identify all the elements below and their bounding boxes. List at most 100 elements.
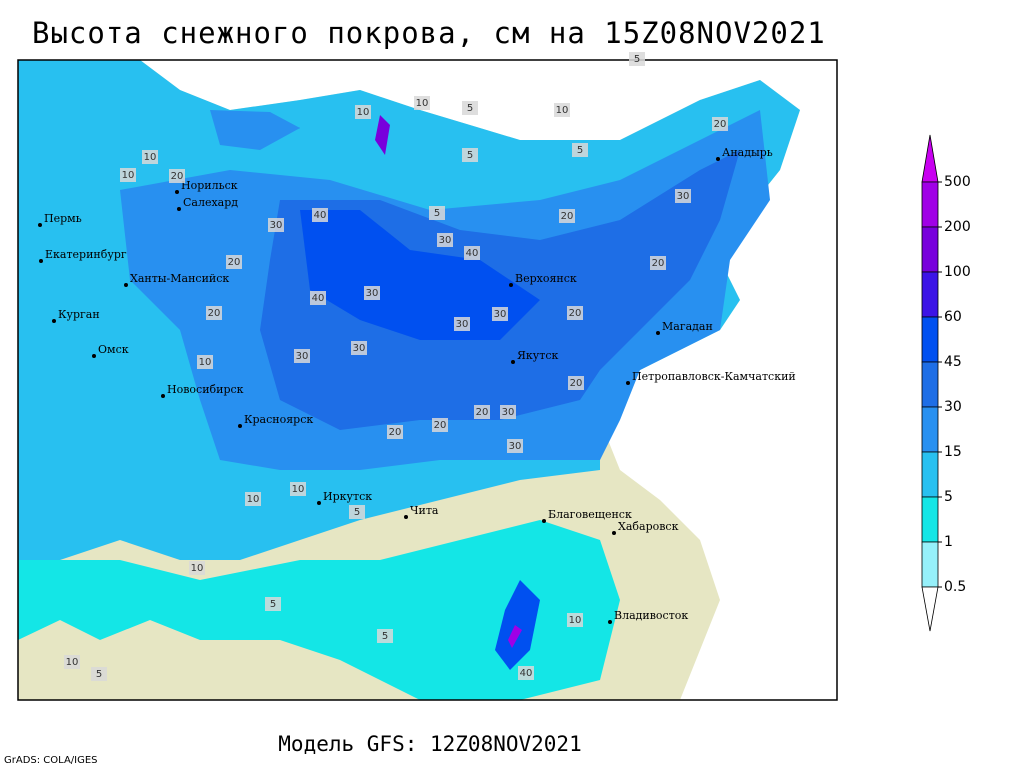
legend-label: 5	[944, 489, 953, 505]
contour-label-box	[572, 143, 588, 157]
contour-label-box	[310, 291, 326, 305]
legend-swatch	[921, 271, 939, 318]
contour-label: 10	[416, 98, 429, 109]
city-label: Иркутск	[323, 490, 372, 503]
city-dot	[626, 381, 630, 385]
contour-label-box	[294, 349, 310, 363]
legend-label: 1	[944, 534, 953, 550]
contour-label-box	[629, 52, 645, 66]
city-dot	[509, 283, 513, 287]
contour-label-box	[349, 505, 365, 519]
contour-label-box	[245, 492, 261, 506]
city-dot	[716, 157, 720, 161]
city-label: Новосибирск	[167, 383, 244, 396]
city-dot	[52, 319, 56, 323]
contour-label: 30	[509, 441, 522, 452]
city-dot	[542, 519, 546, 523]
contour-label-box	[507, 439, 523, 453]
contour-label-box	[492, 307, 508, 321]
city-dot	[161, 394, 165, 398]
snow-45	[300, 210, 540, 340]
credit: GrADS: COLA/IGES	[4, 755, 98, 766]
contour-label-box	[454, 317, 470, 331]
contour-label: 10	[357, 107, 370, 118]
city-label: Благовещенск	[548, 508, 632, 521]
contour-label-box	[437, 233, 453, 247]
city-dot	[317, 501, 321, 505]
contour-label: 5	[634, 54, 640, 65]
city-label: Петропавловск-Камчатский	[632, 370, 796, 383]
contour-label: 10	[569, 615, 582, 626]
contour-label-box	[675, 189, 691, 203]
city-dot	[92, 354, 96, 358]
contour-label: 10	[122, 170, 135, 181]
contour-label-box	[226, 255, 242, 269]
contour-label: 30	[366, 288, 379, 299]
contour-label: 30	[296, 351, 309, 362]
legend-swatch	[921, 361, 939, 408]
contour-label-box	[142, 150, 158, 164]
city-label: Пермь	[44, 212, 82, 225]
contour-label: 20	[561, 211, 574, 222]
legend-label: 200	[944, 219, 971, 235]
contour-label: 10	[144, 152, 157, 163]
contour-label-box	[312, 208, 328, 222]
contour-label-box	[554, 103, 570, 117]
legend-swatch	[921, 181, 939, 228]
contour-label-box	[414, 96, 430, 110]
contour-label: 20	[434, 420, 447, 431]
contour-label-box	[429, 206, 445, 220]
contour-label-box	[387, 425, 403, 439]
city-label: Салехард	[183, 196, 238, 209]
city-label: Анадырь	[722, 146, 773, 159]
contour-label: 30	[494, 309, 507, 320]
contour-label-box	[559, 209, 575, 223]
city-dot	[38, 223, 42, 227]
city-dot	[511, 360, 515, 364]
legend-swatch	[921, 134, 939, 183]
contour-label: 30	[439, 235, 452, 246]
city-label: Курган	[58, 308, 100, 321]
contour-label: 10	[556, 105, 569, 116]
city-dot	[39, 259, 43, 263]
contour-label: 10	[247, 494, 260, 505]
contour-label: 40	[312, 293, 325, 304]
contour-label-box	[462, 148, 478, 162]
contour-label: 10	[292, 484, 305, 495]
contour-label: 20	[714, 119, 727, 130]
legend-label: 30	[944, 399, 962, 415]
contour-label-box	[351, 341, 367, 355]
contour-label: 5	[382, 631, 388, 642]
legend-swatch	[921, 316, 939, 363]
footer: Модель GFS: 12Z08NOV2021	[278, 732, 581, 756]
contour-label: 5	[577, 145, 583, 156]
contour-label-box	[377, 629, 393, 643]
legend-label: 100	[944, 264, 971, 280]
contour-label-box	[189, 561, 205, 575]
contour-label-box	[206, 306, 222, 320]
city-label: Магадан	[662, 320, 713, 333]
novaya-zemlya	[210, 110, 300, 150]
contour-label: 20	[208, 308, 221, 319]
legend-swatch	[921, 541, 939, 588]
city-dot	[608, 620, 612, 624]
contour-label: 40	[520, 668, 533, 679]
contour-label-box	[464, 246, 480, 260]
legend-label: 500	[944, 174, 971, 190]
city-label: Екатеринбург	[45, 248, 127, 261]
snow-45-south	[495, 580, 540, 670]
legend-label: 60	[944, 309, 962, 325]
city-label: Хабаровск	[618, 520, 679, 533]
contour-label: 30	[502, 407, 515, 418]
map-frame	[17, 59, 838, 701]
contour-label: 30	[353, 343, 366, 354]
legend-label: 45	[944, 354, 962, 370]
legend-swatch	[921, 496, 939, 543]
contour-label: 20	[389, 427, 402, 438]
contour-label: 10	[199, 357, 212, 368]
legend-swatch	[921, 226, 939, 273]
contour-label: 5	[434, 208, 440, 219]
city-dot	[175, 190, 179, 194]
city-dot	[612, 531, 616, 535]
